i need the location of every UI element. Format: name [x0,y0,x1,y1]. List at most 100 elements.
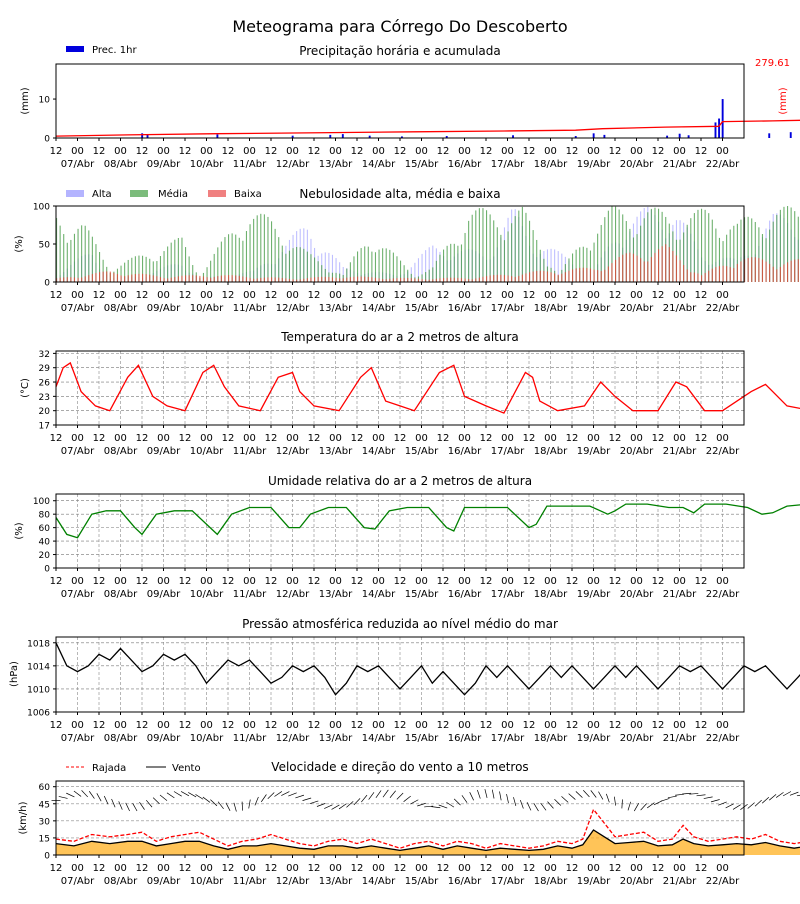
temp-xtick-label: 00 [587,433,600,444]
cloud-bar-baixa [110,272,111,282]
cloud-bar-baixa [339,278,340,282]
wind-arrow [203,797,210,802]
wind-arrow [218,802,224,809]
wind-xtick-label: 12 [394,863,407,874]
cloud-xtick-label: 00 [501,290,514,301]
cloud-bar-média [228,234,229,282]
cloud-title: Nebulosidade alta, média e baixa [299,187,500,201]
cloud-bar-média [235,235,236,282]
wind-arrow [711,799,720,801]
temp-ytick-label: 26 [39,379,51,389]
cloud-bar-média [232,233,233,282]
pressure-date-label: 10/Abr [190,733,224,744]
cloud-bar-baixa [651,257,652,282]
wind-arrow [59,796,68,798]
cloud-bar-média [307,252,308,282]
precip-xtick-label: 00 [458,146,471,157]
wind-area [56,830,800,855]
cloud-bar-baixa [321,277,322,282]
wind-xtick-label: 00 [673,863,686,874]
temperature-line [56,363,800,420]
cloud-xtick-label: 12 [265,290,278,301]
wind-legend-wind: Vento [172,763,201,774]
cloud-bar-média [285,254,286,282]
wind-arrow [641,804,647,811]
pressure-xtick-label: 00 [200,720,213,731]
pressure-xtick-label: 12 [394,720,407,731]
cloud-bar-média [174,240,175,282]
cloud-bar-baixa [536,271,537,282]
wind-arrow [507,794,509,803]
precip-xtick-label: 00 [71,146,84,157]
wind-arrow [622,799,623,808]
wind-arrow [668,796,677,798]
cloud-bar-baixa [508,275,509,282]
pressure-xtick-label: 00 [630,720,643,731]
precip-xtick-label: 00 [415,146,428,157]
cloud-bar-média [479,208,480,282]
cloud-bar-baixa [475,278,476,282]
wind-xtick-label: 00 [415,863,428,874]
cloud-bar-baixa [443,278,444,282]
cloud-bar-baixa [490,275,491,282]
pressure-xtick-label: 12 [308,720,321,731]
wind-arrow [376,790,381,797]
rh-date-label: 17/Abr [491,589,525,600]
rh-date-label: 15/Abr [405,589,439,600]
rh-ytick-label: 0 [44,565,50,575]
temp-xtick-label: 12 [136,433,149,444]
cloud-bar-média [465,233,466,282]
pressure-date-label: 08/Abr [104,733,138,744]
precip-date-label: 11/Abr [233,159,267,170]
cloud-bar-baixa [124,276,125,282]
cloud-bar-média [250,224,251,282]
humidity-line [56,502,800,538]
cloud-bar-baixa [346,278,347,282]
wind-date-label: 12/Abr [276,876,310,887]
cloud-bar-média [515,216,516,282]
pressure-xtick-label: 00 [329,720,342,731]
precip-date-label: 21/Abr [663,159,697,170]
cloud-date-label: 11/Abr [233,303,267,314]
cloud-bar-baixa [705,273,706,282]
rh-date-label: 08/Abr [104,589,138,600]
cloud-ylabel: (%) [14,235,25,252]
cloud-ytick-label: 100 [33,203,50,213]
cloud-bar-média [300,247,301,282]
precip-bar [342,134,344,138]
wind-arrow [762,797,769,803]
cloud-xtick-label: 12 [351,290,364,301]
cloud-bar-baixa [450,278,451,282]
cloud-bar-baixa [776,269,777,282]
wind-arrow [361,795,367,802]
wind-xtick-label: 00 [372,863,385,874]
precip-title: Precipitação horária e acumulada [299,44,501,58]
cloud-bar-baixa [554,273,555,282]
cloud-bar-baixa [500,275,501,282]
cloud-date-label: 14/Abr [362,303,396,314]
pressure-date-label: 11/Abr [233,733,267,744]
cloud-bar-média [490,214,491,282]
rh-date-label: 14/Abr [362,589,396,600]
precip-xtick-label: 00 [716,146,729,157]
wind-xtick-label: 00 [544,863,557,874]
wind-arrow [499,791,501,800]
wind-arrow [431,807,440,808]
cloud-bar-baixa [264,278,265,282]
precip-xtick-label: 12 [566,146,579,157]
wind-xtick-label: 12 [480,863,493,874]
wind-arrow [561,796,568,802]
rh-xtick-label: 00 [114,576,127,587]
precip-bar [216,134,218,138]
rh-ylabel: (%) [14,522,25,539]
cloud-bar-baixa [285,278,286,282]
pressure-date-label: 09/Abr [147,733,181,744]
wind-arrow [288,793,296,796]
cloud-xtick-label: 12 [523,290,536,301]
cloud-bar-baixa [81,278,82,282]
wind-arrow [598,792,602,800]
wind-date-label: 13/Abr [319,876,353,887]
rh-ytick-label: 20 [39,551,51,561]
pressure-xtick-label: 12 [437,720,450,731]
